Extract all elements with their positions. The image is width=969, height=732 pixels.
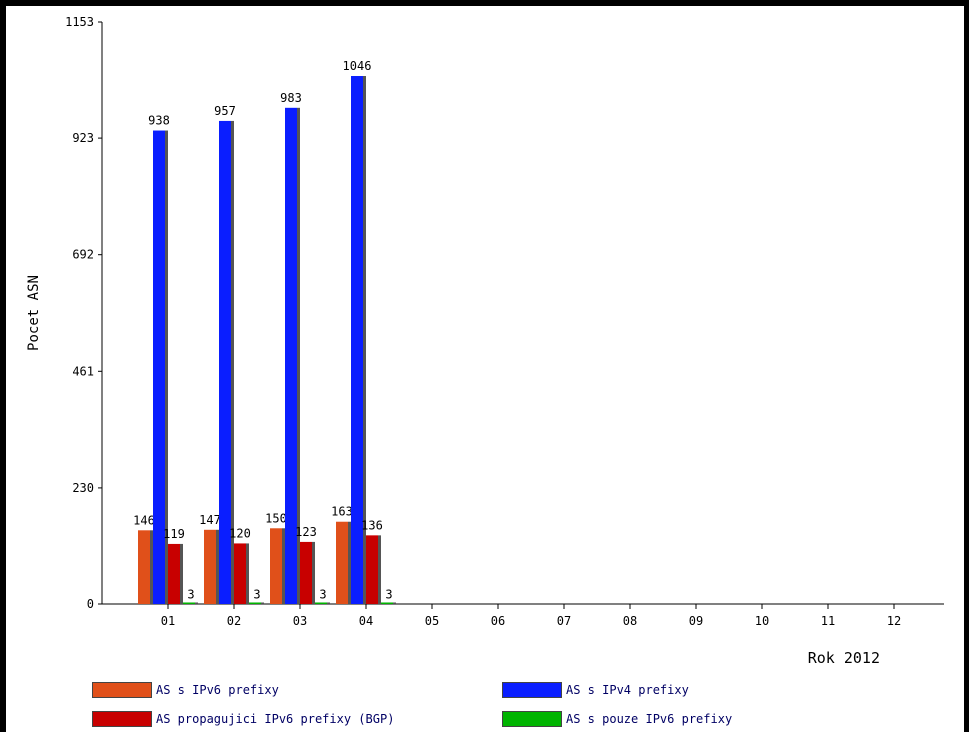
y-tick-label: 461 (72, 364, 94, 378)
bar-shadow (195, 602, 198, 604)
bar-shadow (282, 528, 285, 604)
legend-label: AS s IPv4 prefixy (566, 683, 689, 697)
bar (285, 107, 297, 605)
bar (366, 535, 378, 604)
legend-label: AS s pouze IPv6 prefixy (566, 712, 733, 726)
bar (336, 521, 348, 604)
data-label: 123 (295, 525, 317, 539)
x-tick-label: 09 (689, 614, 703, 628)
y-tick-label: 1153 (65, 15, 94, 29)
data-label: 3 (253, 587, 260, 601)
x-tick-label: 04 (359, 614, 373, 628)
x-tick-label: 06 (491, 614, 505, 628)
bar-shadow (165, 130, 168, 605)
bar-shadow (216, 529, 219, 604)
x-tick-label: 02 (227, 614, 241, 628)
y-tick-label: 0 (87, 597, 94, 611)
data-label: 150 (265, 511, 287, 525)
x-tick-label: 10 (755, 614, 769, 628)
bar (249, 602, 261, 604)
bar (138, 530, 150, 604)
bar-shadow (312, 541, 315, 604)
bar-shadow (348, 521, 351, 604)
y-tick-label: 692 (72, 248, 94, 262)
data-label: 938 (148, 114, 170, 128)
data-label: 1046 (343, 59, 372, 73)
y-tick-label: 923 (72, 131, 94, 145)
legend-item: AS s IPv4 prefixy (502, 682, 689, 698)
y-axis-label: Pocet ASN (26, 275, 42, 351)
x-tick-label: 01 (161, 614, 175, 628)
data-label: 120 (229, 526, 251, 540)
legend-swatch (502, 682, 562, 698)
bar (381, 602, 393, 604)
bar (153, 130, 165, 605)
bar (270, 528, 282, 604)
legend-label: AS propagujici IPv6 prefixy (BGP) (156, 712, 395, 726)
bar-shadow (246, 543, 249, 604)
bar-shadow (150, 530, 153, 604)
bar (183, 602, 195, 604)
bar-shadow (363, 76, 366, 605)
data-label: 3 (187, 587, 194, 601)
x-tick-label: 03 (293, 614, 307, 628)
bar-shadow (393, 602, 396, 604)
bar (234, 543, 246, 604)
data-label: 147 (199, 513, 221, 527)
x-tick-label: 05 (425, 614, 439, 628)
data-label: 146 (133, 513, 155, 527)
legend-swatch (92, 682, 152, 698)
bar-shadow (378, 535, 381, 604)
bar-shadow (327, 602, 330, 604)
data-label: 3 (385, 587, 392, 601)
y-tick-label: 230 (72, 481, 94, 495)
bar-shadow (261, 602, 264, 604)
x-tick-label: 12 (887, 614, 901, 628)
legend-swatch (92, 711, 152, 727)
data-label: 163 (331, 505, 353, 519)
bar (168, 543, 180, 604)
data-label: 3 (319, 587, 326, 601)
data-label: 136 (361, 518, 383, 532)
x-tick-label: 08 (623, 614, 637, 628)
bar-shadow (231, 120, 234, 605)
bar-shadow (297, 107, 300, 605)
legend-item: AS s IPv6 prefixy (92, 682, 279, 698)
bar (351, 76, 363, 605)
data-label: 957 (214, 104, 236, 118)
x-tick-label: 11 (821, 614, 835, 628)
data-label: 983 (280, 91, 302, 105)
bar (315, 602, 327, 604)
plot-area: 0230461692923115301146938119302147957120… (65, 15, 944, 628)
x-tick-label: 07 (557, 614, 571, 628)
legend-swatch (502, 711, 562, 727)
bar (219, 120, 231, 605)
bar-shadow (180, 543, 183, 604)
legend-item: AS s pouze IPv6 prefixy (502, 711, 732, 727)
legend-item: AS propagujici IPv6 prefixy (BGP) (92, 711, 394, 727)
legend-label: AS s IPv6 prefixy (156, 683, 279, 697)
data-label: 119 (163, 527, 185, 541)
x-axis-label: Rok 2012 (808, 649, 880, 667)
bar (300, 541, 312, 604)
bar (204, 529, 216, 604)
